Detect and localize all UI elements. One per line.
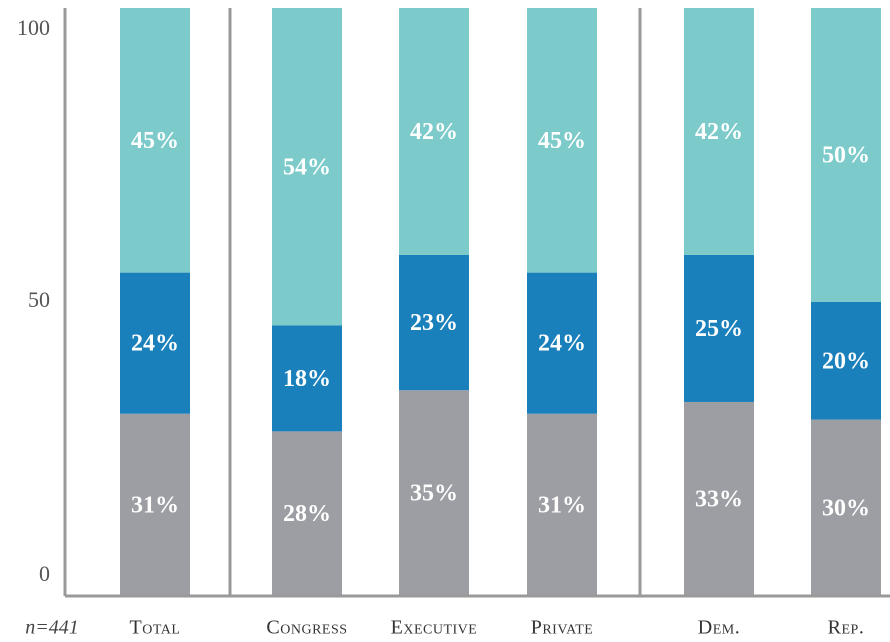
x-tick-label: Executive (391, 617, 478, 639)
y-tick-label: 0 (39, 561, 50, 586)
data-label: 23% (410, 310, 458, 336)
data-label: 42% (410, 119, 458, 145)
bar-segment (120, 8, 190, 273)
bar-segment (684, 254, 754, 402)
data-label: 25% (695, 316, 743, 342)
bar-segment (120, 413, 190, 596)
data-label: 24% (538, 331, 586, 357)
data-label: 35% (410, 481, 458, 507)
data-label: 45% (131, 128, 179, 154)
data-label: 31% (538, 492, 586, 518)
data-label: 42% (695, 119, 743, 145)
x-tick-label: Total (130, 617, 181, 639)
bar-segment (272, 431, 342, 596)
data-label: 30% (822, 495, 870, 521)
data-label: 33% (695, 486, 743, 512)
data-label: 20% (822, 348, 870, 374)
y-tick-label: 50 (28, 287, 50, 312)
bar-segment (811, 302, 881, 420)
x-tick-label: Dem. (698, 617, 740, 639)
bar-segment (399, 254, 469, 391)
data-label: 28% (283, 501, 331, 527)
bar-segment (399, 390, 469, 596)
data-label: 54% (283, 154, 331, 180)
bar-segment (684, 8, 754, 255)
x-tick-label: Rep. (828, 617, 865, 639)
bar-segment (527, 413, 597, 596)
bar-segment (527, 272, 597, 414)
data-label: 18% (283, 366, 331, 392)
data-label: 50% (822, 143, 870, 169)
data-label: 31% (131, 492, 179, 518)
bar-segment (811, 8, 881, 302)
bar-segment (684, 401, 754, 596)
bar-segment (120, 272, 190, 414)
data-label: 45% (538, 128, 586, 154)
x-tick-label: Private (531, 617, 594, 639)
sample-size-note: n=441 (25, 617, 79, 639)
bar-segment (272, 325, 342, 432)
data-label: 24% (131, 331, 179, 357)
bar-segment (527, 8, 597, 273)
x-tick-label: Congress (266, 617, 347, 639)
y-tick-label: 100 (17, 15, 50, 40)
bar-segment (399, 8, 469, 255)
bar-segment (272, 8, 342, 326)
bar-segment (811, 419, 881, 596)
